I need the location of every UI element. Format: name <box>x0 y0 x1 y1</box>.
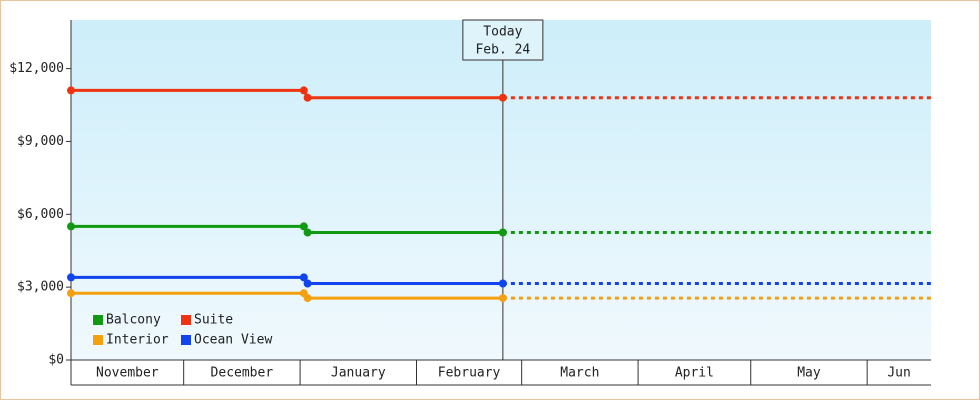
legend-label: Suite <box>194 313 233 328</box>
x-tick-label: December <box>211 366 274 381</box>
legend-swatch <box>93 335 103 345</box>
plot-area <box>71 20 931 360</box>
legend-label: Interior <box>106 333 169 348</box>
x-tick-label: May <box>797 366 821 381</box>
series-point <box>67 273 75 282</box>
series-point <box>303 93 312 102</box>
legend-swatch <box>181 335 191 345</box>
series-point <box>498 279 507 288</box>
series-point <box>498 228 507 237</box>
y-tick-label: $0 <box>48 353 64 368</box>
series-point <box>299 273 308 282</box>
x-tick-label: November <box>96 366 159 381</box>
legend-label: Balcony <box>106 313 161 328</box>
y-tick-label: $6,000 <box>17 207 64 222</box>
today-label: Feb. 24 <box>475 43 530 58</box>
series-line <box>71 88 503 100</box>
x-tick-label: March <box>560 366 599 381</box>
y-tick-label: $12,000 <box>9 61 64 76</box>
y-tick-label: $9,000 <box>17 134 64 149</box>
legend-label: Ocean View <box>194 333 272 348</box>
legend-swatch <box>181 315 191 325</box>
series-point <box>303 279 312 288</box>
series-point <box>498 294 507 303</box>
series-point <box>498 93 507 102</box>
series-point <box>67 289 75 298</box>
series-point <box>303 228 312 237</box>
today-label: Today <box>483 25 522 40</box>
x-tick-label: February <box>438 366 501 381</box>
x-tick-label: April <box>675 366 714 381</box>
x-tick-label: Jun <box>887 366 910 381</box>
legend-swatch <box>93 315 103 325</box>
series-point <box>303 294 312 303</box>
y-tick-label: $3,000 <box>17 280 64 295</box>
today-box <box>462 19 544 61</box>
series-point <box>67 222 75 231</box>
x-tick-label: January <box>331 366 386 381</box>
series-point <box>299 222 308 231</box>
series-point <box>67 86 75 95</box>
series-point <box>299 86 308 95</box>
